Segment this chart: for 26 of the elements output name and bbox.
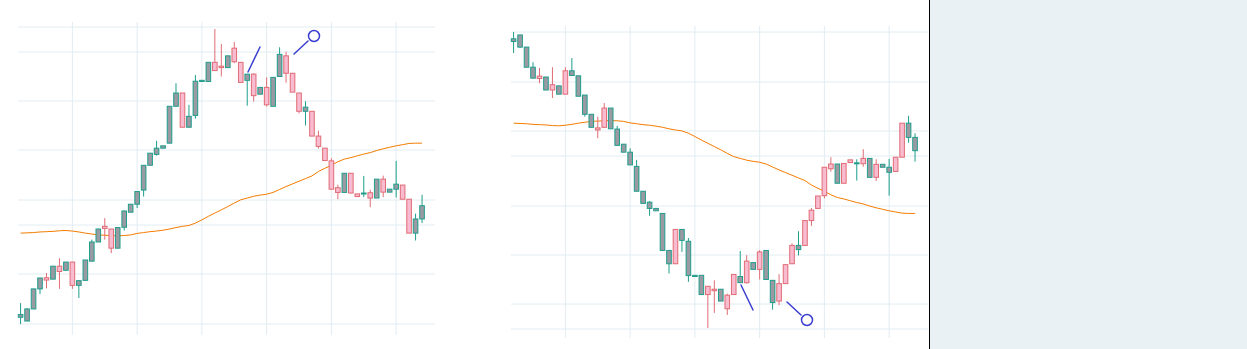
candlestick xyxy=(373,178,380,199)
candlestick xyxy=(549,66,556,99)
candlestick xyxy=(834,163,841,184)
candlestick xyxy=(743,254,750,285)
candlestick xyxy=(679,228,685,253)
candlestick xyxy=(69,261,76,290)
candlestick xyxy=(237,61,244,83)
candlestick xyxy=(244,73,251,107)
candlestick xyxy=(756,249,763,280)
candlestick xyxy=(841,162,847,184)
candlestick xyxy=(737,250,744,284)
candlestick xyxy=(341,172,348,193)
candlestick xyxy=(276,46,283,77)
candlestick xyxy=(56,257,63,290)
candlestick xyxy=(769,279,776,311)
candlestick xyxy=(562,66,569,95)
candlestick xyxy=(360,175,367,198)
candlestick xyxy=(789,242,795,265)
candlestick xyxy=(263,76,270,108)
candlestick xyxy=(380,175,386,198)
candlestick xyxy=(866,157,873,178)
candlestick xyxy=(250,72,257,103)
candlestick xyxy=(873,158,879,182)
candlestick xyxy=(853,158,860,182)
candlestick xyxy=(231,41,238,64)
candlestick xyxy=(186,104,192,128)
